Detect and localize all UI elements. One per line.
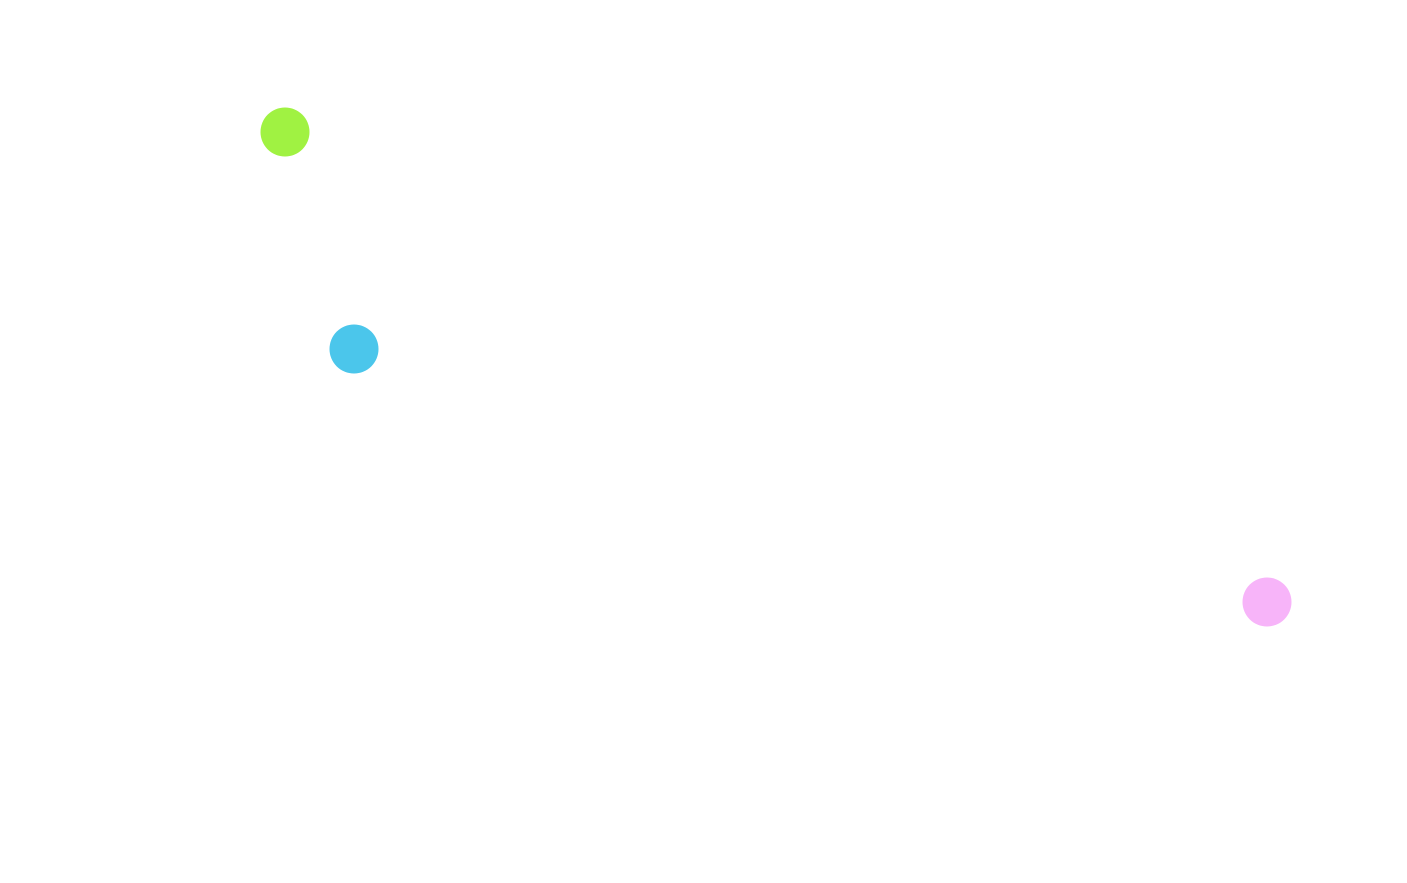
target-circle[interactable] (1242, 577, 1292, 627)
target-circle[interactable] (260, 107, 310, 157)
target-circle[interactable] (329, 324, 379, 374)
